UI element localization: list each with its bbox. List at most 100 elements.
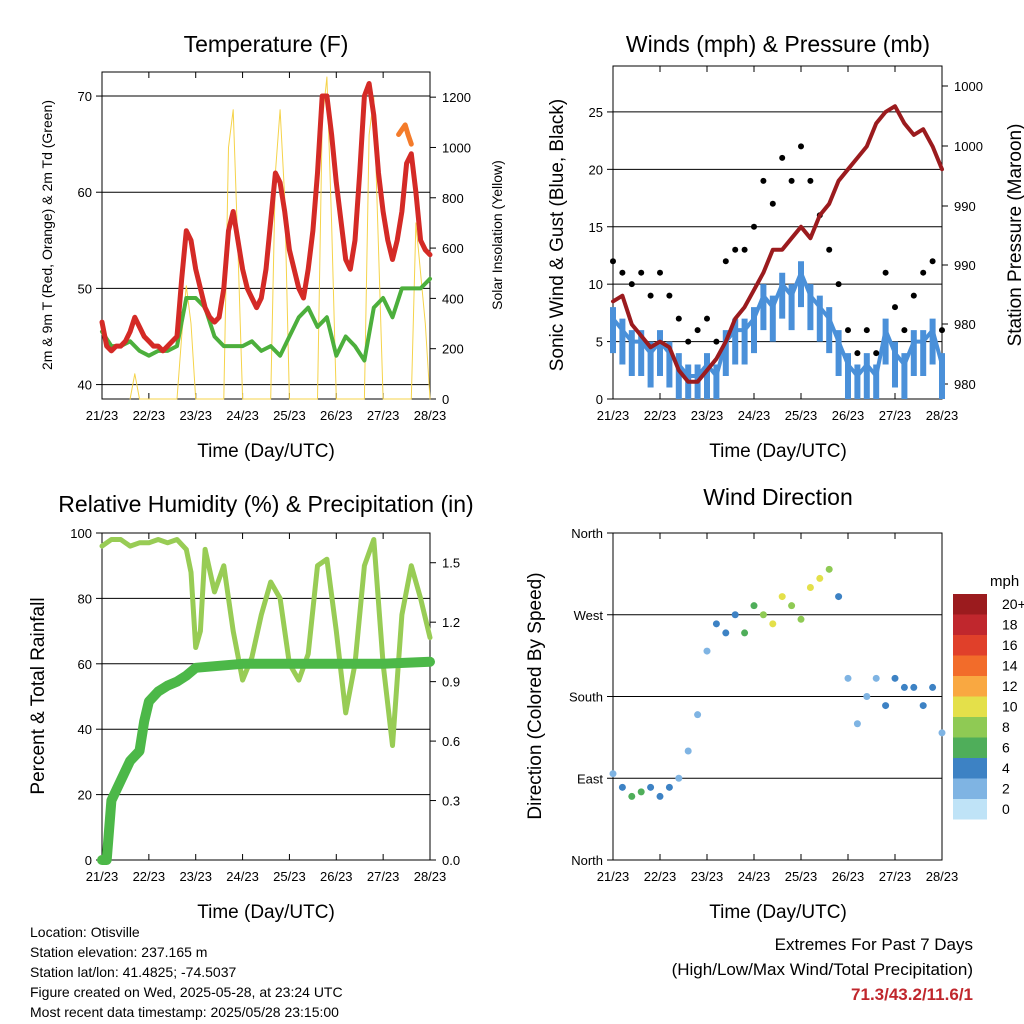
y2-tick-label: 990 <box>954 258 976 273</box>
legend-label: 10 <box>1002 699 1018 715</box>
x-tick-label: 25/23 <box>273 869 306 884</box>
legend-label: 0 <box>1002 801 1010 817</box>
direction-point <box>929 683 937 691</box>
y2-tick-label: 1000 <box>954 139 983 154</box>
x-tick-label: 21/23 <box>86 869 119 884</box>
humidity-plot: 21/23 22/23 23/23 24/23 25/23 26/23 27/23 28/23… <box>70 526 460 884</box>
direction-point <box>844 674 852 682</box>
gust-point <box>760 177 767 184</box>
direction-point <box>609 770 617 778</box>
gust-point <box>675 315 682 322</box>
x-tick-label: 22/23 <box>644 869 677 884</box>
legend-label: 4 <box>1002 760 1010 776</box>
gust-point <box>882 269 889 276</box>
gust-point <box>929 258 936 265</box>
temperature-ylabel: 2m & 9m T (Red, Orange) & 2m Td (Green) <box>39 100 55 370</box>
x-tick-label: 27/23 <box>367 869 400 884</box>
location-text: Location: Otisville <box>30 924 140 940</box>
legend-swatch <box>953 758 987 779</box>
gust-point <box>939 327 945 334</box>
direction-point <box>712 620 720 628</box>
legend-swatch <box>953 676 987 697</box>
y-tick-label: 25 <box>589 105 603 120</box>
x-tick-label: 21/23 <box>597 869 630 884</box>
x-tick-label: 21/23 <box>86 408 119 423</box>
gust-point <box>920 269 927 276</box>
dewpoint-line <box>100 276 432 363</box>
x-tick-label: 26/23 <box>832 869 865 884</box>
temperature-title: Temperature (F) <box>184 31 349 57</box>
gust-point <box>685 338 692 345</box>
gust-point <box>722 258 729 265</box>
gust-point <box>873 350 880 357</box>
direction-point <box>769 620 777 628</box>
legend-label: 16 <box>1002 637 1018 653</box>
direction-point <box>825 565 833 573</box>
y-tick-label: 0 <box>596 392 603 407</box>
direction-point <box>731 611 739 619</box>
direction-point <box>900 683 908 691</box>
x-tick-label: 22/23 <box>644 408 677 423</box>
y-tick-label: 40 <box>78 378 92 393</box>
humidity-title: Relative Humidity (%) & Precipitation (i… <box>58 491 473 517</box>
gust-point <box>657 269 663 276</box>
y2-tick-label: 1000 <box>954 79 983 94</box>
gust-point <box>666 292 673 299</box>
speed-legend: 20+ 18 16 14 12 10 8 6 4 2 0 <box>953 594 1024 820</box>
extremes-heading: Extremes For Past 7 Days <box>774 935 973 954</box>
x-tick-label: 28/23 <box>926 408 959 423</box>
direction-xlabel: Time (Day/UTC) <box>709 902 847 923</box>
y2-tick-label: 1.2 <box>442 615 460 630</box>
created-text: Figure created on Wed, 2025-05-28, at 23… <box>30 984 343 1000</box>
direction-point <box>684 747 692 755</box>
direction-point <box>778 593 786 601</box>
legend-label: 8 <box>1002 719 1010 735</box>
gust-point <box>638 269 645 276</box>
gust-point <box>845 327 851 334</box>
y-tick-label: East <box>577 771 603 786</box>
x-tick-label: 23/23 <box>691 869 724 884</box>
y-tick-label: North <box>571 526 603 541</box>
direction-point <box>647 783 655 791</box>
legend-swatch <box>953 717 987 738</box>
x-tick-label: 22/23 <box>133 408 166 423</box>
direction-point <box>741 629 749 637</box>
legend-swatch <box>953 614 987 635</box>
direction-point <box>853 720 861 728</box>
direction-point <box>797 615 805 623</box>
y-tick-label: 80 <box>78 591 92 606</box>
gust-point <box>628 281 635 288</box>
x-tick-label: 27/23 <box>879 869 912 884</box>
gust-point <box>647 292 654 299</box>
gust-point <box>892 304 898 311</box>
y-tick-label: West <box>574 608 604 623</box>
temperature-xlabel: Time (Day/UTC) <box>197 441 335 462</box>
y2-tick-label: 400 <box>442 291 464 306</box>
x-tick-label: 24/23 <box>226 408 259 423</box>
plot-frame <box>612 65 943 400</box>
legend-label: 2 <box>1002 781 1010 797</box>
x-tick-label: 24/23 <box>226 869 259 884</box>
direction-point <box>722 629 730 637</box>
station-pressure-line <box>611 104 944 384</box>
winds-title: Winds (mph) & Pressure (mb) <box>626 31 930 57</box>
direction-point <box>628 792 636 800</box>
y-tick-label: 60 <box>78 185 92 200</box>
direction-point <box>788 602 796 610</box>
x-tick-label: 23/23 <box>691 408 724 423</box>
x-tick-label: 28/23 <box>414 869 447 884</box>
y2-tick-label: 600 <box>442 241 464 256</box>
latlon-text: Station lat/lon: 41.4825; -74.5037 <box>30 964 237 980</box>
winds-ylabel: Sonic Wind & Gust (Blue, Black) <box>547 99 568 371</box>
gust-point <box>751 223 757 230</box>
y2-tick-label: 980 <box>954 377 976 392</box>
temperature-plot: 21/23 22/23 23/23 24/23 25/23 26/23 27/23 28/23… <box>78 71 471 423</box>
gust-point <box>741 246 748 253</box>
y2-tick-label: 980 <box>954 317 976 332</box>
gust-point <box>619 269 626 276</box>
recent-timestamp-text: Most recent data timestamp: 2025/05/28 2… <box>30 1004 339 1020</box>
gust-point <box>835 281 842 288</box>
gust-point <box>826 246 833 253</box>
winds-ylabel-right: Station Pressure (Maroon) <box>1005 124 1024 347</box>
y-tick-label: 70 <box>78 89 92 104</box>
